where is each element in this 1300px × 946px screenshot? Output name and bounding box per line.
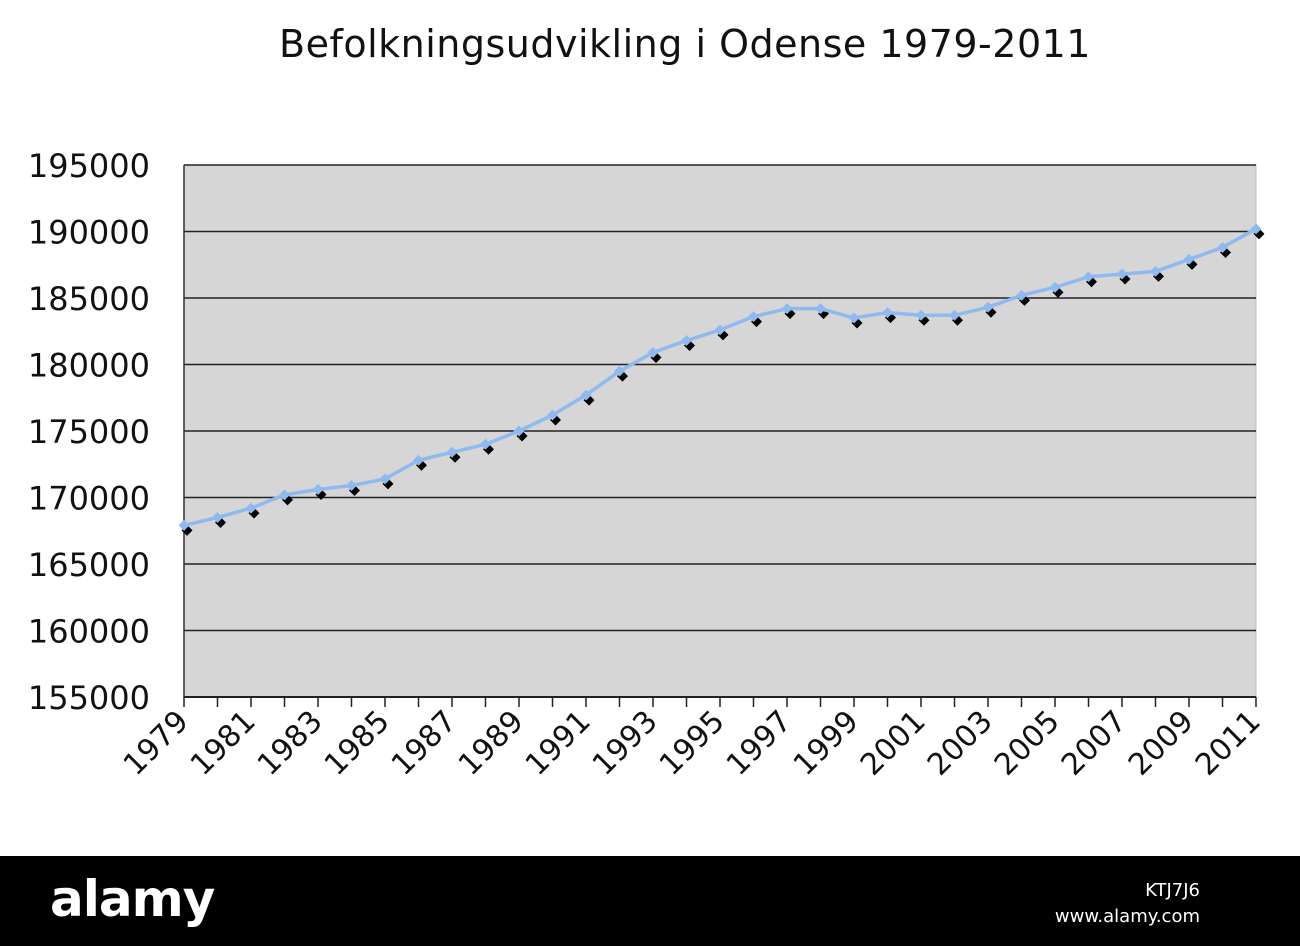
x-tick-label: 1983 — [251, 704, 330, 783]
image-id: KTJ7J6 — [1145, 880, 1200, 901]
data-point — [346, 480, 357, 492]
data-point — [714, 324, 726, 336]
x-tick-label: 1989 — [452, 704, 531, 783]
data-point — [413, 454, 424, 466]
data-point — [547, 409, 558, 421]
data-point — [312, 484, 324, 496]
y-tick-label: 165000 — [28, 546, 150, 584]
y-tick-label: 185000 — [28, 280, 150, 318]
y-tick-label: 175000 — [28, 413, 150, 451]
data-point — [480, 438, 491, 450]
x-tick-label: 1987 — [385, 704, 464, 783]
data-point — [748, 311, 759, 323]
x-tick-label: 2009 — [1122, 704, 1201, 783]
data-point — [781, 303, 793, 315]
data-point — [279, 489, 290, 501]
data-point — [681, 335, 692, 347]
y-tick-label: 170000 — [28, 480, 150, 518]
x-tick-label: 2005 — [988, 704, 1067, 783]
data-point — [882, 307, 893, 319]
data-point — [815, 303, 826, 315]
data-point — [1183, 253, 1195, 265]
x-tick-label: 1993 — [586, 704, 665, 783]
y-tick-label: 160000 — [28, 613, 150, 651]
data-point — [1150, 265, 1161, 277]
x-tick-label: 2007 — [1055, 704, 1134, 783]
chart-title: Befolkningsudvikling i Odense 1979-2011 — [279, 22, 1091, 66]
y-tick-label: 195000 — [28, 147, 150, 185]
x-tick-label: 2003 — [921, 704, 1000, 783]
data-point — [614, 365, 625, 377]
data-point — [1016, 289, 1027, 301]
x-tick-label: 1981 — [184, 704, 263, 783]
data-point — [982, 301, 994, 313]
x-tick-label: 1999 — [787, 704, 866, 783]
data-point — [580, 389, 592, 401]
data-point — [379, 473, 391, 485]
data-point — [1217, 241, 1228, 253]
x-tick-label: 1991 — [519, 704, 598, 783]
data-point — [848, 312, 860, 324]
x-tick-label: 2001 — [854, 704, 933, 783]
footer-url: www.alamy.com — [1054, 906, 1200, 927]
data-point — [178, 519, 190, 531]
alamy-logo: alamy — [50, 870, 215, 928]
data-point — [1250, 223, 1262, 235]
data-point — [1116, 268, 1128, 280]
chart-svg: 155000 160000 165000 170000 175000 180000 1850… — [28, 147, 1268, 783]
x-tick-label: 1995 — [653, 704, 732, 783]
y-tick-label: 155000 — [28, 679, 150, 717]
data-point — [245, 502, 257, 514]
x-tick-label: 1985 — [318, 704, 397, 783]
data-point — [915, 309, 927, 321]
data-point — [1083, 271, 1094, 283]
y-tick-label: 180000 — [28, 347, 150, 385]
data-point — [949, 309, 960, 321]
y-tick-label: 190000 — [28, 214, 150, 252]
x-tick-label: 2011 — [1189, 704, 1268, 783]
data-point — [647, 347, 659, 359]
data-point — [212, 511, 223, 523]
chart-area: Befolkningsudvikling i Odense 1979-2011 … — [28, 22, 1268, 783]
data-point — [513, 425, 525, 437]
watermark-footer: alamy KTJ7J6 www.alamy.com — [0, 856, 1300, 946]
data-point — [446, 446, 458, 458]
data-point — [1049, 281, 1061, 293]
x-tick-label: 1997 — [720, 704, 799, 783]
